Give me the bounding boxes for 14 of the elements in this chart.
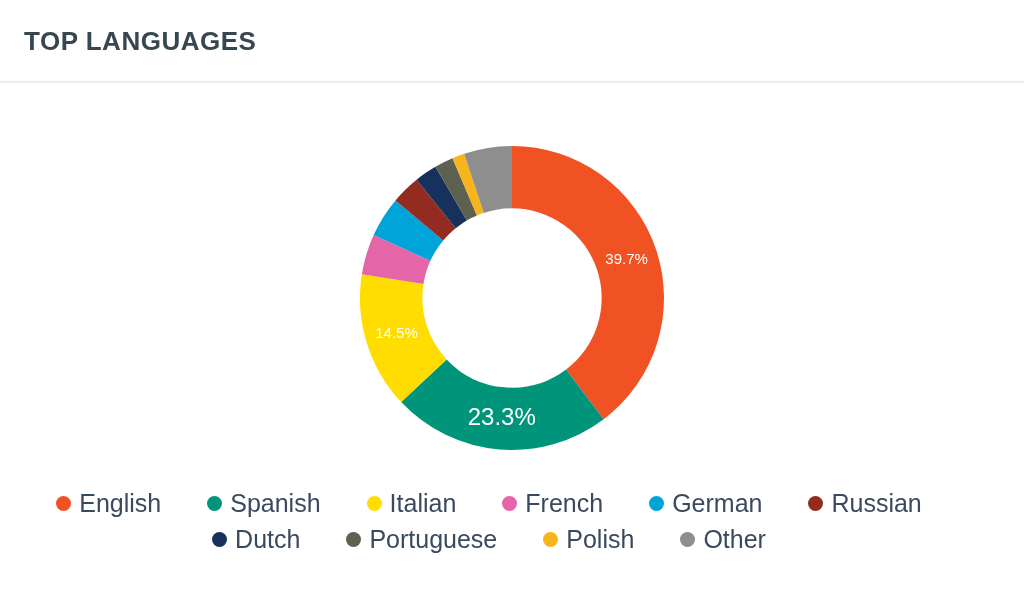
legend-label: Spanish [230,489,321,517]
legend-label: Russian [831,489,922,517]
legend-label: French [525,489,604,517]
data-label: 14.5% [375,323,418,341]
legend-label: Portuguese [369,525,498,553]
legend-label: English [79,489,162,517]
chart-title: TOP LANGUAGES [24,26,257,57]
legend-label: Polish [566,525,635,553]
data-label: 23.3% [467,403,536,431]
legend-label: German [672,489,763,517]
legend-label: Other [703,525,766,553]
data-label: 39.7% [605,249,648,267]
legend-label: Dutch [235,525,301,553]
legend-label: Italian [389,489,457,517]
